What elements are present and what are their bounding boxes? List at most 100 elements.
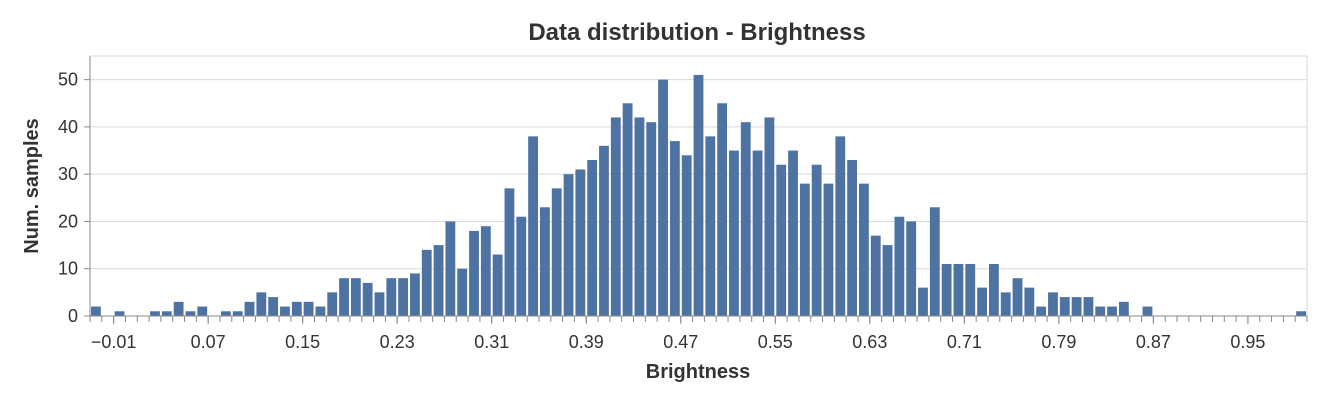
histogram-bar: [327, 292, 338, 316]
histogram-bar: [1095, 306, 1106, 316]
chart-title: Data distribution - Brightness: [528, 19, 865, 46]
histogram-bar: [445, 221, 456, 316]
histogram-bar: [835, 136, 846, 316]
x-tick-label: 0.47: [663, 332, 698, 352]
histogram-bar: [1107, 306, 1117, 316]
x-tick-label: 0.87: [1136, 332, 1171, 352]
histogram-bar: [859, 183, 869, 316]
histogram-bar: [398, 278, 409, 316]
histogram-bar: [1036, 306, 1047, 316]
y-tick-label: 50: [58, 70, 78, 90]
histogram-bar: [339, 278, 349, 316]
histogram-bar: [1142, 306, 1153, 316]
histogram-bar: [551, 188, 562, 316]
x-tick-label: 0.07: [191, 332, 226, 352]
x-tick-label: 0.15: [285, 332, 320, 352]
histogram-bar: [1083, 297, 1094, 316]
histogram-bar: [622, 103, 633, 317]
histogram-bar: [941, 264, 952, 316]
histogram-bar: [492, 254, 503, 316]
x-tick-label: −0.01: [91, 332, 137, 352]
histogram-bar: [410, 273, 420, 316]
x-tick-label: 0.79: [1041, 332, 1076, 352]
x-tick-label: 0.31: [474, 332, 509, 352]
histogram-bar: [823, 183, 834, 316]
histogram-bar: [764, 117, 775, 316]
histogram-bar: [280, 306, 290, 316]
y-axis-title: Num. samples: [21, 118, 43, 254]
histogram-bar: [362, 282, 373, 316]
histogram-bar: [268, 297, 279, 316]
histogram-bar: [610, 117, 621, 316]
histogram-bar: [669, 141, 680, 316]
histogram-bar: [882, 245, 893, 316]
histogram-bar: [1048, 292, 1058, 316]
histogram-bar: [386, 278, 397, 316]
histogram-bar: [918, 287, 928, 316]
histogram-bar: [740, 122, 751, 317]
histogram-bar: [1071, 297, 1082, 316]
histogram-bar: [599, 145, 609, 316]
histogram-bar: [1024, 287, 1035, 316]
histogram-bar: [350, 278, 361, 316]
y-tick-label: 40: [58, 117, 78, 137]
histogram-bar: [729, 150, 739, 316]
x-axis-title: Brightness: [646, 361, 750, 383]
y-tick-label: 30: [58, 164, 78, 184]
histogram-bar: [811, 164, 822, 316]
histogram-bar: [658, 79, 668, 316]
histogram-bar: [291, 301, 302, 316]
histogram-bar: [433, 245, 444, 316]
x-tick-label: 0.71: [947, 332, 982, 352]
histogram-bar: [161, 311, 172, 316]
histogram-bar: [929, 207, 940, 316]
histogram-bar: [681, 155, 692, 316]
histogram-bar: [634, 117, 645, 316]
histogram-bar: [528, 136, 538, 316]
histogram-bar: [457, 268, 468, 316]
histogram-bar: [232, 311, 243, 316]
histogram-bar: [303, 301, 314, 316]
histogram-bar: [516, 216, 527, 316]
histogram-bar: [1059, 297, 1070, 316]
y-tick-label: 0: [68, 306, 78, 326]
histogram-bar: [315, 306, 326, 316]
histogram-bar: [539, 207, 550, 316]
histogram-bar: [469, 230, 479, 316]
histogram-bar: [705, 136, 716, 316]
histogram-bar: [1000, 292, 1011, 316]
histogram-bar: [480, 226, 491, 316]
histogram-bar: [1296, 311, 1306, 316]
x-tick-label: 0.23: [380, 332, 415, 352]
x-tick-label: 0.39: [569, 332, 604, 352]
histogram-bar: [244, 301, 255, 316]
histogram-bar: [646, 122, 657, 317]
histogram-bar: [185, 311, 196, 316]
histogram-bar: [114, 311, 125, 316]
histogram-bar: [587, 160, 598, 316]
histogram-bar: [173, 301, 184, 316]
histogram-bar: [847, 160, 858, 316]
x-tick-label: 0.95: [1230, 332, 1265, 352]
x-tick-label: 0.63: [852, 332, 887, 352]
histogram-bar: [870, 235, 881, 316]
y-axis-ticks: 0 10 20 30 40 50: [58, 70, 90, 326]
histogram-bar: [575, 169, 586, 316]
histogram-bar: [197, 306, 208, 316]
histogram-bar: [150, 311, 160, 316]
histogram-bar: [799, 183, 810, 316]
histogram-bar: [788, 150, 798, 316]
histogram-bar: [1012, 278, 1023, 316]
histogram-bar: [953, 264, 964, 316]
bars: [91, 74, 1306, 317]
histogram-bar: [752, 150, 763, 316]
histogram-bar: [220, 311, 231, 316]
histogram-bar: [977, 287, 987, 316]
histogram-bar: [906, 221, 917, 316]
histogram-bar: [717, 103, 728, 317]
histogram-bar: [776, 164, 787, 316]
histogram-bar: [563, 174, 574, 316]
histogram-bar: [894, 216, 905, 316]
y-tick-label: 10: [58, 259, 78, 279]
